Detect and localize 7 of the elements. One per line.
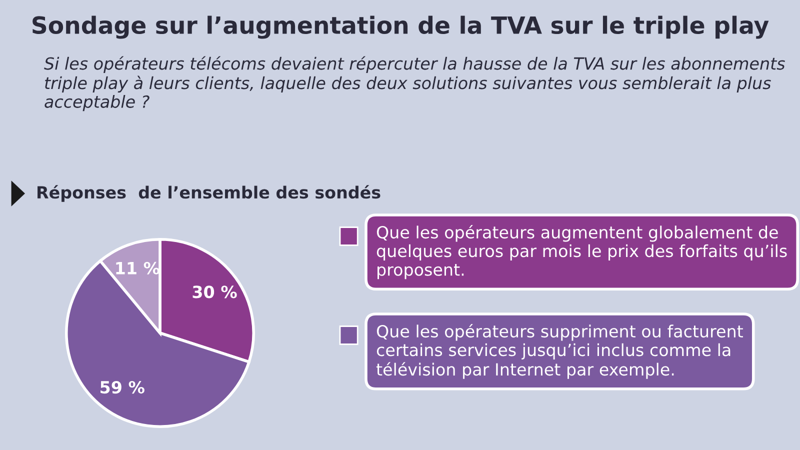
legend-label: Que les opérateurs augmentent globalement de quelques euros par mois le prix des forfaits qu’ils proposent. (376, 225, 787, 280)
chart-title: Sondage sur l’augmentation de la TVA sur le triple play (32, 16, 769, 39)
chart-subtitle: Si les opérateurs télécoms devaient répercuter la hausse de la TVA sur les abonnements triple play à leurs clients, laquelle des deux solutions suivantes vous semblerait la plus acceptable ? (44, 56, 785, 112)
legend-label: Que les opérateurs suppriment ou facturent certains services jusqu’ici inclus comme la télévision par Internet par exemple. (376, 324, 743, 379)
data-label: 59 % (100, 380, 144, 394)
text: Réponses de l’ensemble des sondés (38, 185, 380, 202)
data-label: 30 % (192, 286, 237, 298)
